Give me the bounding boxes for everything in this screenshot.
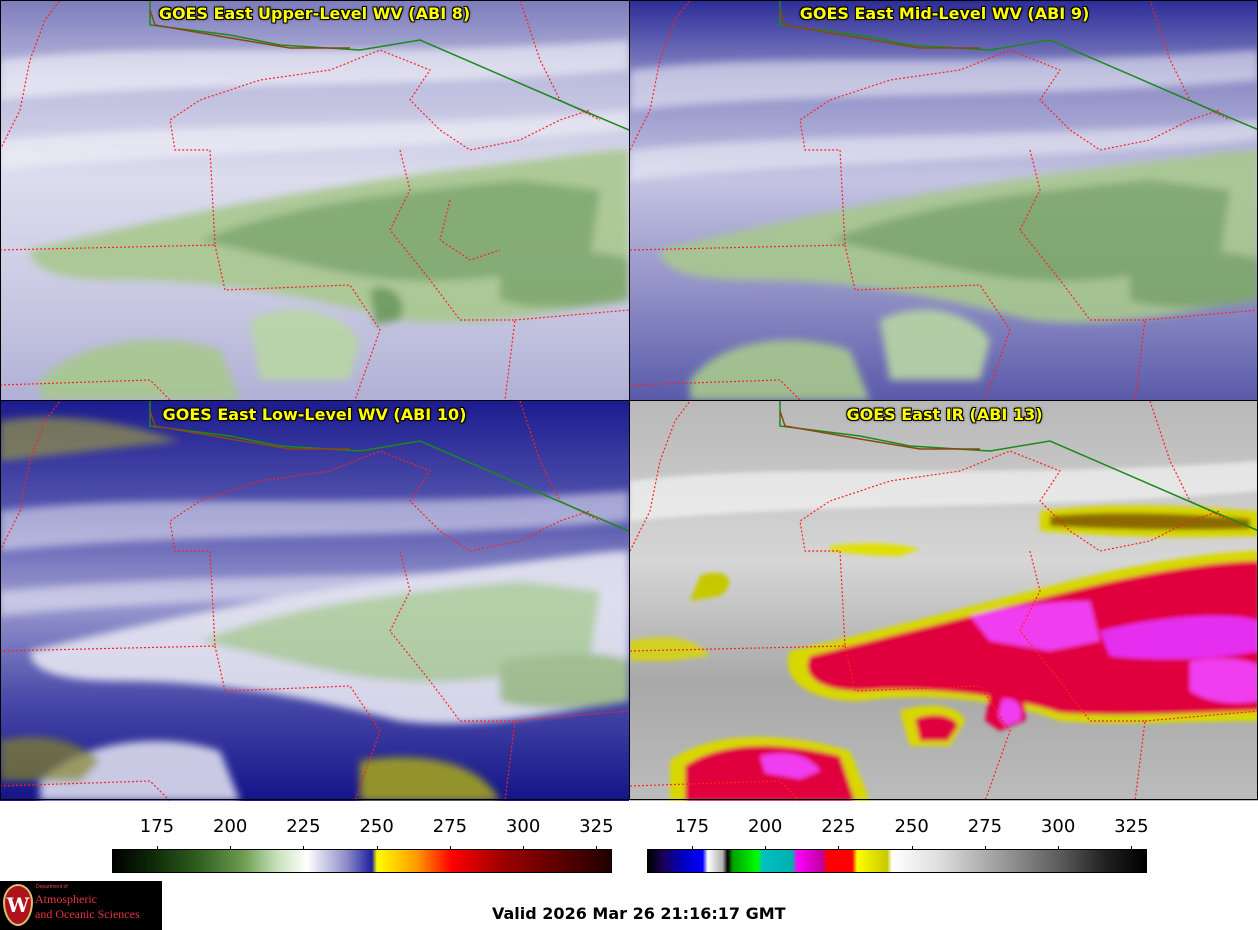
logo-line-1: Atmospheric xyxy=(35,892,97,906)
panel-divider-horizontal xyxy=(0,400,1258,401)
colorbar-wv-gradient xyxy=(112,849,612,873)
colorbar-wv-ticks: 175 200 225 250 275 300 325 xyxy=(112,816,614,840)
colorbar-tick-label: 200 xyxy=(212,816,248,837)
map-low-level-wv xyxy=(0,401,629,801)
colorbar-tick-label: 325 xyxy=(579,816,614,837)
colorbar-tick-mark xyxy=(691,846,693,850)
colorbar-tick-label: 250 xyxy=(894,816,929,837)
map-upper-level-wv xyxy=(0,0,629,400)
colorbar-tick-mark xyxy=(1058,846,1060,850)
colorbar-tick-label: 225 xyxy=(821,816,856,837)
colorbar-ir-gradient xyxy=(647,849,1147,873)
panel-ir: GOES East IR (ABI 13) xyxy=(630,401,1258,801)
colorbar-tick-label: 225 xyxy=(286,816,321,837)
colorbar-tick-label: 300 xyxy=(505,816,541,837)
colorbar-tick-mark xyxy=(984,846,986,850)
map-ir xyxy=(630,401,1258,801)
colorbar-tick-label: 175 xyxy=(139,816,175,837)
panel-upper-level-wv: GOES East Upper-Level WV (ABI 8) xyxy=(0,0,629,400)
panel-low-level-wv: GOES East Low-Level WV (ABI 10) xyxy=(0,401,629,801)
colorbar-tick-label: 300 xyxy=(1040,816,1076,837)
colorbar-tick-mark xyxy=(230,846,232,850)
colorbar-tick-mark xyxy=(523,846,525,850)
colorbar-ir-ticks: 175 200 225 250 275 300 325 xyxy=(647,816,1149,840)
colorbar-tick-mark xyxy=(303,846,305,850)
valid-time: Valid 2026 Mar 26 21:16:17 GMT xyxy=(492,904,786,923)
colorbar-tick-mark xyxy=(1131,846,1133,850)
logo-line-2: and Oceanic Sciences xyxy=(35,907,140,921)
panel-title: GOES East Low-Level WV (ABI 10) xyxy=(162,405,467,424)
aos-logo: W Department of Atmospheric and Oceanic … xyxy=(0,881,162,930)
colorbar-tick-mark xyxy=(765,846,767,850)
colorbar-tick-mark xyxy=(156,846,158,850)
colorbar-tick-mark xyxy=(596,846,598,850)
map-mid-level-wv xyxy=(630,0,1258,400)
panel-title: GOES East IR (ABI 13) xyxy=(846,405,1043,424)
colorbar-tick-label: 250 xyxy=(359,816,394,837)
colorbar-tick-mark xyxy=(449,846,451,850)
logo-department-label: Department of xyxy=(36,884,68,890)
panel-title: GOES East Upper-Level WV (ABI 8) xyxy=(158,4,471,23)
colorbar-tick-mark xyxy=(376,846,378,850)
colorbar-tick-label: 200 xyxy=(747,816,783,837)
panel-title: GOES East Mid-Level WV (ABI 9) xyxy=(799,4,1090,23)
uw-crest-icon: W xyxy=(3,884,33,926)
colorbar-tick-label: 175 xyxy=(674,816,710,837)
colorbar-tick-mark xyxy=(838,846,840,850)
panel-mid-level-wv: GOES East Mid-Level WV (ABI 9) xyxy=(630,0,1258,400)
colorbar-tick-mark xyxy=(911,846,913,850)
colorbar-tick-label: 275 xyxy=(432,816,468,837)
colorbar-tick-label: 275 xyxy=(967,816,1003,837)
colorbar-tick-label: 325 xyxy=(1114,816,1149,837)
